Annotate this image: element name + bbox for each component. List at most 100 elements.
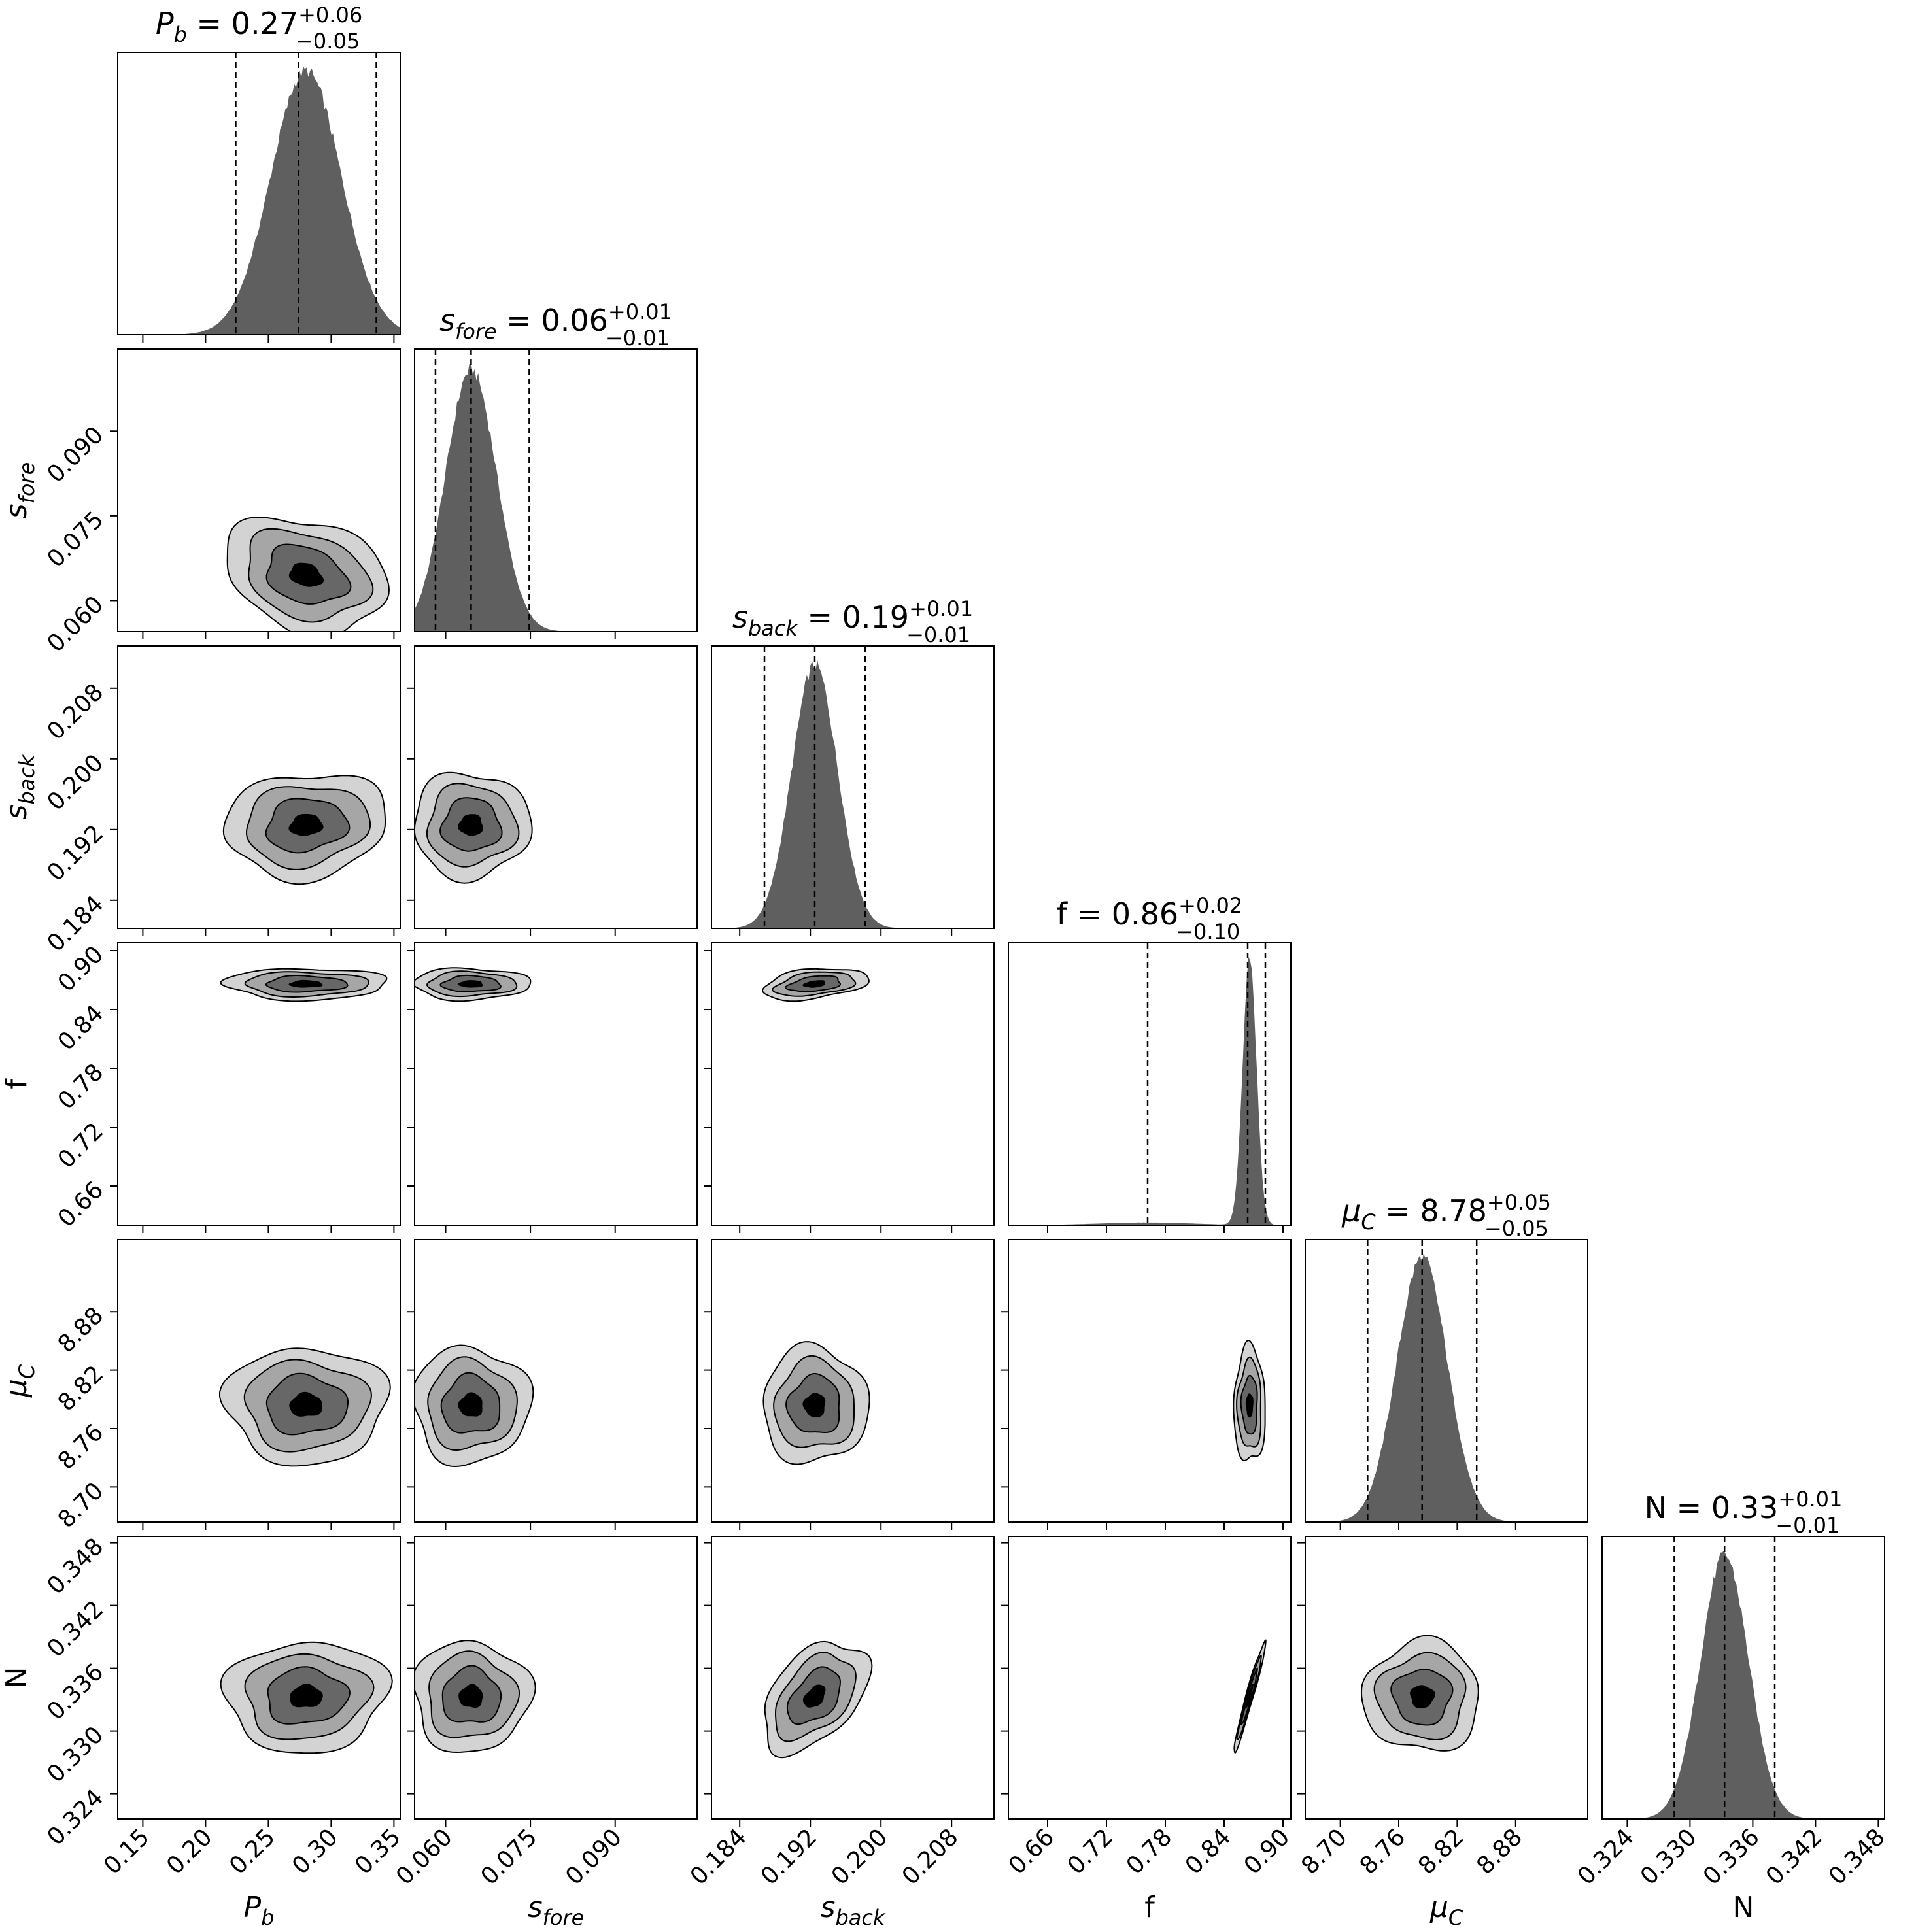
- x-tick-label: 0.25: [224, 1823, 281, 1880]
- contour-core: [458, 1684, 483, 1708]
- panel-frame: [117, 942, 401, 1226]
- contour-panel: [407, 942, 698, 1233]
- histogram-fill: [1305, 1253, 1588, 1522]
- x-tick-label: 0.336: [1698, 1823, 1765, 1890]
- x-tick-label: 0.208: [897, 1823, 964, 1890]
- histogram-panel: N = 0.33+0.01−0.01 0.3240.3300.3360.3420.…: [1573, 1487, 1890, 1924]
- panel-frame: [414, 348, 698, 632]
- y-tick-label: 0.090: [42, 422, 109, 488]
- panel-frame: [414, 1536, 698, 1820]
- x-tick-label: 0.90: [1239, 1823, 1295, 1880]
- x-tick-label: 0.72: [1063, 1823, 1119, 1880]
- x-axis-label: N: [1733, 1891, 1754, 1924]
- contour-panel: [1001, 1239, 1292, 1530]
- panel-title: μC = 8.78+0.05: [1341, 1190, 1551, 1234]
- y-tick-label: 0.66: [53, 1176, 109, 1232]
- y-tick-label: 8.88: [53, 1302, 109, 1359]
- contour-core: [289, 1391, 322, 1417]
- contour-panel: [704, 942, 995, 1233]
- histogram-panel: Pb = 0.27+0.06−0.05: [117, 3, 401, 343]
- panel-frame: [711, 1239, 995, 1523]
- contour-core: [288, 562, 324, 587]
- contour-panel: [407, 645, 698, 936]
- panel-frame: [117, 645, 401, 929]
- x-tick-label: 0.192: [756, 1823, 823, 1890]
- panel-frame: [1008, 1239, 1292, 1523]
- panel-frame: [414, 645, 698, 929]
- y-axis-label: μC: [0, 1364, 39, 1398]
- contour-core: [1246, 1683, 1254, 1708]
- y-tick-label: 0.192: [42, 820, 109, 887]
- x-tick-label: 0.075: [476, 1823, 543, 1890]
- panel-frame: [117, 1536, 401, 1820]
- histogram-fill: [118, 66, 400, 335]
- histogram-fill: [711, 660, 994, 928]
- x-tick-label: 0.330: [1635, 1823, 1702, 1890]
- y-tick-label: 8.70: [53, 1478, 109, 1534]
- panel-frame: [711, 645, 995, 929]
- contour-core: [1410, 1685, 1435, 1708]
- contour-core: [288, 979, 323, 988]
- histogram-fill: [1602, 1550, 1885, 1819]
- panel-frame: [1008, 942, 1292, 1226]
- y-tick-label: 0.060: [42, 591, 109, 658]
- y-tick-label: 0.184: [42, 890, 109, 957]
- y-tick-label: 8.82: [53, 1361, 109, 1417]
- x-tick-label: 0.66: [1004, 1823, 1060, 1880]
- panel-title-minus: −0.01: [1775, 1513, 1839, 1538]
- x-tick-label: 0.090: [560, 1823, 627, 1890]
- y-tick-label: 0.84: [53, 1000, 109, 1056]
- x-tick-label: 0.84: [1180, 1823, 1237, 1880]
- x-tick-label: 0.15: [99, 1823, 155, 1880]
- x-tick-label: 8.70: [1296, 1823, 1352, 1880]
- x-axis-label: sback: [821, 1891, 886, 1930]
- panel-title: N = 0.33+0.01: [1645, 1487, 1843, 1525]
- x-tick-label: 0.060: [391, 1823, 458, 1890]
- panel-frame: [117, 348, 401, 632]
- histogram-fill: [1008, 957, 1291, 1225]
- histogram-panel: sback = 0.19+0.01−0.01: [711, 596, 995, 936]
- x-tick-label: 8.88: [1471, 1823, 1528, 1880]
- x-tick-label: 8.76: [1355, 1823, 1411, 1880]
- x-tick-label: 0.184: [685, 1823, 752, 1890]
- contour-core: [802, 1393, 826, 1417]
- y-axis-label: N: [0, 1667, 33, 1689]
- histogram-fill: [415, 363, 697, 632]
- x-tick-label: 0.200: [827, 1823, 893, 1890]
- contour-core: [457, 980, 483, 988]
- panel-title-minus: −0.05: [296, 29, 360, 54]
- y-axis-label: f: [0, 1078, 33, 1089]
- y-tick-label: 0.208: [42, 679, 109, 745]
- contour-panel: [407, 1239, 698, 1530]
- x-tick-label: 0.30: [287, 1823, 343, 1880]
- contour-core: [458, 814, 483, 836]
- x-tick-label: 0.78: [1121, 1823, 1178, 1880]
- y-tick-label: 0.348: [42, 1533, 109, 1600]
- y-tick-label: 0.72: [53, 1117, 109, 1174]
- histogram-panel: μC = 8.78+0.05−0.05: [1305, 1190, 1588, 1530]
- panel-title-minus: −0.05: [1484, 1216, 1548, 1241]
- panel-frame: [117, 1239, 401, 1523]
- x-axis-label: f: [1144, 1891, 1155, 1924]
- y-axis-label: sback: [0, 754, 39, 819]
- panel-frame: [711, 942, 995, 1226]
- contour-core: [802, 1684, 826, 1708]
- y-tick-label: 0.336: [42, 1659, 109, 1725]
- panel-frame: [1305, 1239, 1588, 1523]
- y-tick-label: 0.324: [42, 1784, 109, 1851]
- contour-core: [802, 980, 825, 988]
- panel-title: f = 0.86+0.02: [1057, 893, 1242, 932]
- contour-core: [290, 1684, 323, 1708]
- contour-panel: [704, 1239, 995, 1530]
- panel-title-minus: −0.01: [606, 326, 670, 350]
- x-axis-label: μC: [1429, 1891, 1463, 1930]
- panel-frame: [117, 52, 401, 335]
- x-axis-label: sfore: [528, 1891, 585, 1930]
- contour-panel: 0.15 0.20 0.25 0.30 0.350.3240.3300.3360.342…: [0, 1533, 406, 1930]
- x-tick-label: 8.82: [1413, 1823, 1469, 1880]
